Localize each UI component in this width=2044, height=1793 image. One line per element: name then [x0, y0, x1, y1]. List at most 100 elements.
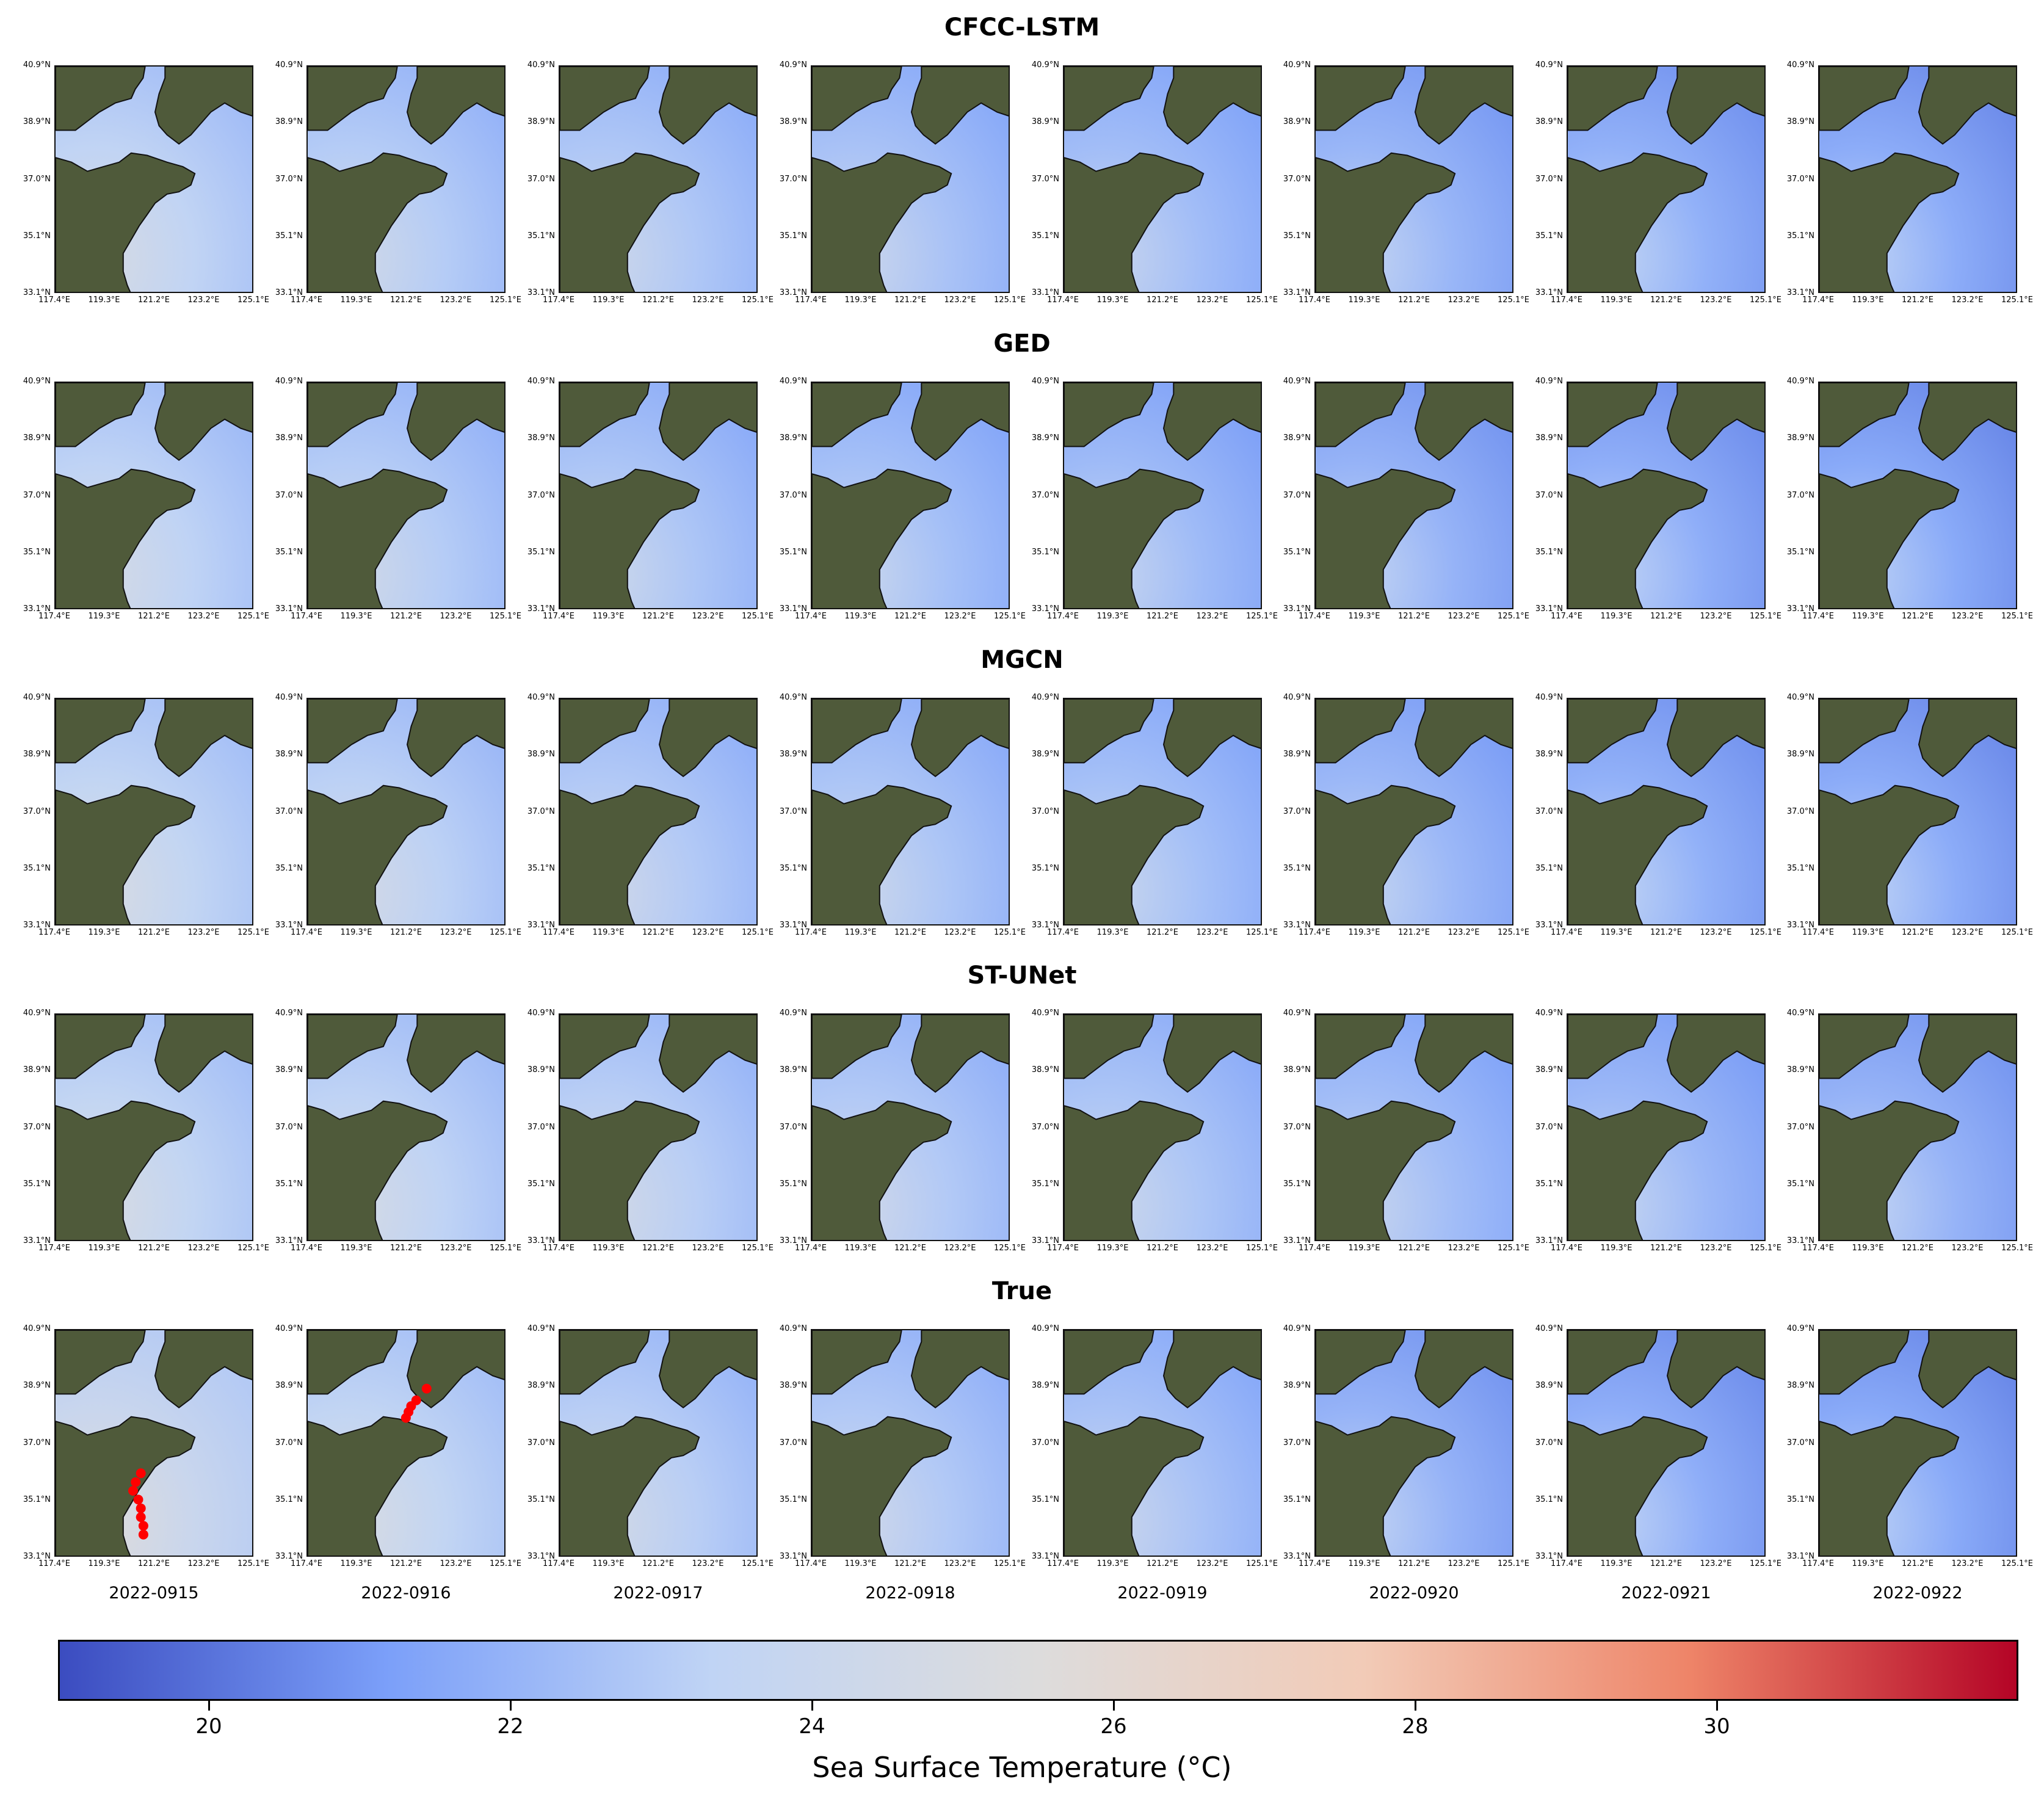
lon-tick-label: 125.1°E [2001, 612, 2033, 621]
colorbar-tick [509, 1701, 512, 1711]
lat-tick-label: 38.9°N [23, 750, 51, 759]
lat-tick-label: 33.1°N [779, 1236, 807, 1245]
sst-map [1819, 1330, 2016, 1556]
lon-tick-label: 121.2°E [1902, 928, 1933, 937]
lat-tick-label: 35.1°N [1283, 547, 1311, 557]
lon-tick-label: 121.2°E [894, 295, 926, 305]
lon-tick-label: 121.2°E [642, 928, 674, 937]
land-mass [406, 1015, 504, 1093]
lon-tick-label: 125.1°E [1498, 1559, 1529, 1568]
sst-map [1064, 67, 1261, 292]
land-mass [1064, 383, 1154, 447]
lon-tick-label: 117.4°E [291, 1559, 322, 1568]
lon-tick-label: 117.4°E [291, 1244, 322, 1253]
land-mass [56, 1416, 196, 1556]
lon-tick-label: 117.4°E [543, 928, 574, 937]
sst-map-panel [1567, 65, 1766, 293]
lat-tick-label: 40.9°N [275, 1324, 303, 1333]
lat-tick-label: 35.1°N [275, 1494, 303, 1504]
land-mass [308, 1416, 448, 1556]
sst-map [56, 67, 252, 292]
lat-tick-label: 37.0°N [779, 806, 807, 816]
lat-tick-label: 38.9°N [1283, 433, 1311, 443]
lon-tick-label: 125.1°E [490, 1559, 521, 1568]
lon-tick-label: 119.3°E [1348, 612, 1380, 621]
typhoon-track-point [421, 1383, 432, 1394]
lat-tick-label: 35.1°N [779, 1494, 807, 1504]
lon-tick-label: 125.1°E [742, 295, 774, 305]
sst-map [1064, 1330, 1261, 1556]
lon-tick-label: 123.2°E [1700, 928, 1732, 937]
sst-map-panel [1818, 65, 2017, 293]
lon-tick-label: 125.1°E [742, 928, 774, 937]
land-mass [812, 784, 952, 924]
lat-tick-label: 37.0°N [527, 1122, 555, 1132]
land-mass [56, 784, 196, 924]
lat-tick-label: 37.0°N [779, 1438, 807, 1447]
lon-tick-label: 125.1°E [1246, 1559, 1278, 1568]
land-mass [560, 699, 650, 764]
land-mass [308, 468, 448, 608]
land-mass [1918, 67, 2016, 145]
lon-tick-label: 117.4°E [1047, 928, 1079, 937]
land-mass [1414, 67, 1512, 145]
lon-tick-label: 119.3°E [1348, 295, 1380, 305]
land-mass [406, 383, 504, 462]
lat-tick-label: 40.9°N [779, 377, 807, 386]
land-mass [560, 1100, 700, 1240]
lon-tick-label: 121.2°E [1650, 612, 1682, 621]
colorbar-tick-label: 22 [497, 1714, 524, 1739]
lon-tick-label: 121.2°E [1147, 295, 1178, 305]
typhoon-track-point [131, 1477, 141, 1487]
lat-tick-label: 33.1°N [1786, 288, 1814, 297]
land-mass [812, 1015, 902, 1079]
lon-tick-label: 117.4°E [1299, 295, 1330, 305]
land-mass [1666, 1330, 1764, 1409]
lon-tick-label: 125.1°E [490, 928, 521, 937]
land-mass [812, 152, 952, 292]
sst-map-panel [1314, 65, 1513, 293]
lon-tick-label: 117.4°E [543, 295, 574, 305]
lat-tick-label: 38.9°N [1786, 117, 1814, 127]
colorbar-title: Sea Surface Temperature (°C) [812, 1751, 1232, 1784]
land-mass [308, 383, 398, 447]
typhoon-track-point [133, 1494, 143, 1505]
lon-tick-label: 125.1°E [490, 612, 521, 621]
land-mass [1918, 699, 2016, 778]
lon-tick-label: 121.2°E [390, 295, 422, 305]
lon-tick-label: 117.4°E [795, 1559, 827, 1568]
lon-tick-label: 123.2°E [1951, 1559, 1984, 1568]
lon-tick-label: 117.4°E [1551, 612, 1582, 621]
lon-tick-label: 117.4°E [1802, 612, 1834, 621]
lat-tick-label: 37.0°N [1283, 806, 1311, 816]
lon-tick-label: 121.2°E [1147, 612, 1178, 621]
lon-tick-label: 119.3°E [88, 1559, 120, 1568]
land-mass [1316, 152, 1456, 292]
lon-tick-label: 117.4°E [1299, 1559, 1330, 1568]
lon-tick-label: 125.1°E [2001, 928, 2033, 937]
typhoon-track-point [136, 1512, 146, 1523]
lon-tick-label: 121.2°E [894, 1559, 926, 1568]
lon-tick-label: 125.1°E [2001, 295, 2033, 305]
lat-tick-label: 35.1°N [527, 1179, 555, 1189]
lat-tick-label: 38.9°N [1535, 1381, 1563, 1391]
lon-tick-label: 125.1°E [1750, 612, 1781, 621]
land-mass [560, 383, 650, 447]
lat-tick-label: 37.0°N [1786, 1438, 1814, 1447]
sst-map-panel [1818, 1013, 2017, 1241]
lat-tick-label: 38.9°N [23, 433, 51, 443]
lon-tick-label: 123.2°E [440, 612, 472, 621]
lon-tick-label: 117.4°E [1299, 928, 1330, 937]
sst-map-panel [1063, 1329, 1262, 1557]
lat-tick-label: 37.0°N [1786, 174, 1814, 184]
lon-tick-label: 125.1°E [490, 295, 521, 305]
colorbar [58, 1640, 2018, 1701]
lat-tick-label: 38.9°N [1786, 433, 1814, 443]
sst-map [1819, 1015, 2016, 1240]
lat-tick-label: 33.1°N [1535, 604, 1563, 614]
lat-tick-label: 33.1°N [275, 288, 303, 297]
lat-tick-label: 33.1°N [779, 921, 807, 930]
lat-tick-label: 33.1°N [527, 1552, 555, 1561]
land-mass [308, 67, 398, 131]
typhoon-track-point [138, 1521, 148, 1531]
